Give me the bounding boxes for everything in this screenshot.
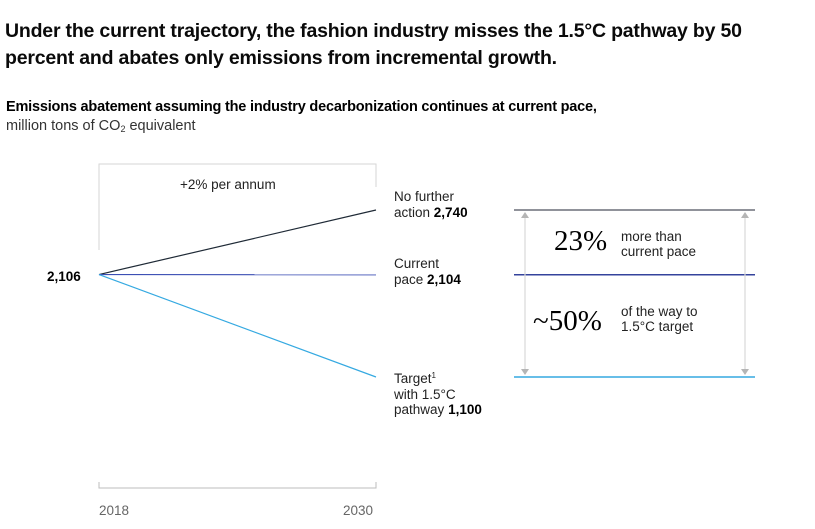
unit-subscript: 2 (120, 124, 126, 134)
arrow-up-icon (521, 212, 529, 218)
series-label-current-pace: Current pace 2,104 (394, 256, 461, 287)
x-axis (98, 482, 377, 489)
label-line: with 1.5°C (394, 386, 456, 402)
end-value: 1,100 (448, 402, 482, 417)
footnote-marker: 1 (431, 371, 436, 380)
label-line: action (394, 204, 431, 220)
label-line: Current (394, 256, 440, 271)
label-line: Target (394, 371, 432, 386)
x-tick-label: 2030 (343, 503, 374, 518)
annotation-text-23: more than current pace (621, 229, 696, 259)
label-line: No further (394, 189, 455, 204)
unit-text: million tons of CO (6, 118, 121, 134)
start-value-label: 2,106 (47, 269, 81, 284)
chart-subtitle: Emissions abatement assuming the industr… (6, 98, 597, 139)
unit-text-post: equivalent (125, 118, 196, 134)
annotation-value-23: 23% (554, 225, 608, 257)
comparison-panel (514, 209, 755, 378)
note-line: of the way to (621, 304, 698, 319)
series-line-target-with-1-5-c-pathway (98, 273, 377, 378)
x-tick-label: 2018 (99, 503, 130, 518)
series-line-no-further-action (98, 209, 377, 276)
x-axis-line (98, 482, 377, 489)
note-line: current pace (621, 244, 697, 259)
growth-annotation: +2% per annum (180, 177, 276, 192)
end-value: 2,740 (433, 204, 468, 220)
headline: Under the current trajectory, the fashio… (5, 20, 742, 69)
series-label-no-further-action: No further action 2,740 (394, 189, 468, 220)
note-line: 1.5°C target (621, 319, 694, 334)
arrow-down-icon (521, 369, 529, 375)
end-value: 2,104 (427, 271, 461, 287)
label-line: pathway (394, 402, 445, 417)
series-lines (98, 209, 377, 378)
annotation-text-50: of the way to 1.5°C target (621, 304, 698, 334)
arrow-up-icon (741, 212, 749, 218)
arrow-down-icon (741, 369, 749, 375)
growth-bracket (98, 163, 377, 250)
label-line: pace (394, 271, 424, 287)
series-label-target: Target1 with 1.5°C pathway 1,100 (394, 368, 482, 418)
subtitle-unit: million tons of CO2 equivalent (6, 117, 597, 139)
subtitle-main: Emissions abatement assuming the industr… (6, 99, 597, 115)
annotation-value-50: ~50% (533, 305, 602, 337)
growth-bracket-line (98, 163, 377, 250)
note-line: more than (621, 229, 682, 244)
